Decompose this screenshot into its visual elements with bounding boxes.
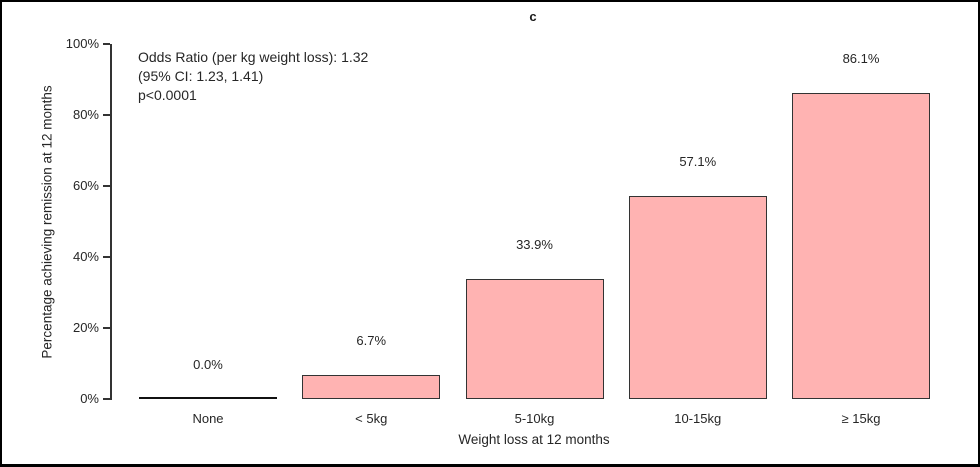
x-category-label: None: [192, 411, 224, 426]
y-tick: [103, 185, 110, 187]
x-axis-title: Weight loss at 12 months: [458, 432, 610, 447]
y-tick-label: 0%: [80, 391, 99, 406]
y-tick: [103, 43, 110, 45]
y-tick: [103, 398, 110, 400]
bar-3: [628, 196, 767, 399]
y-axis-line: [110, 44, 112, 400]
chart-title: c: [529, 9, 537, 24]
bar-value-label: 57.1%: [679, 154, 717, 170]
y-tick-label: 40%: [72, 249, 99, 264]
x-category-label: ≥ 15kg: [841, 411, 881, 426]
annotation-p-value: p<0.0001: [138, 87, 197, 103]
y-tick-label: 100%: [65, 36, 99, 51]
annotation-odds-ratio: Odds Ratio (per kg weight loss): 1.32: [138, 49, 369, 65]
bar-0: [139, 397, 277, 399]
bar-value-label: 6.7%: [356, 333, 387, 349]
y-tick: [103, 256, 110, 258]
x-category-label: 10-15kg: [674, 411, 722, 426]
bar-value-label: 33.9%: [516, 236, 553, 252]
y-tick: [103, 114, 110, 116]
bar-4: [792, 93, 930, 399]
bar-value-label: 86.1%: [842, 51, 880, 67]
x-category-label: < 5kg: [355, 411, 388, 426]
annotation-confidence-interval: (95% CI: 1.23, 1.41): [138, 68, 264, 84]
y-tick-label: 80%: [72, 107, 99, 122]
stats-annotation: Odds Ratio (per kg weight loss): 1.32 (9…: [138, 48, 368, 105]
y-tick-label: 20%: [72, 320, 99, 335]
bar-2: [465, 278, 604, 399]
y-tick: [103, 327, 110, 329]
bar-value-label: 0.0%: [193, 357, 223, 372]
bar-1: [302, 375, 441, 399]
x-category-label: 5-10kg: [514, 411, 555, 426]
y-tick-label: 60%: [72, 178, 99, 193]
